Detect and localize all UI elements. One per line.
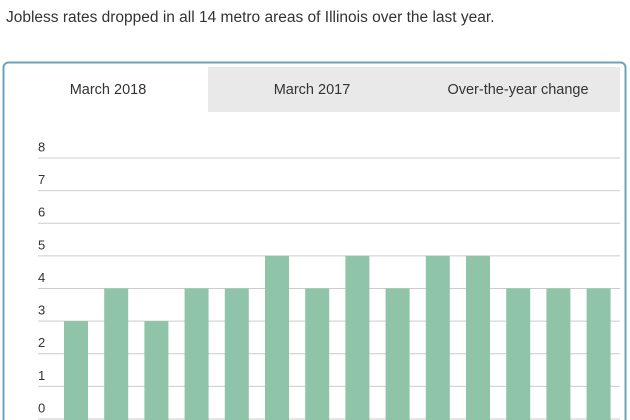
y-tick-label: 6	[38, 205, 45, 220]
bar	[586, 288, 611, 420]
bar	[466, 255, 490, 420]
bar	[546, 288, 571, 420]
bar	[506, 288, 531, 420]
bar	[184, 288, 209, 420]
y-tick-label: 8	[38, 139, 45, 154]
bar	[144, 321, 169, 420]
y-tick-label: 5	[38, 237, 45, 252]
y-tick-label: 2	[38, 335, 45, 350]
y-tick-label: 3	[38, 303, 45, 318]
bar	[64, 321, 88, 420]
bar	[104, 288, 129, 420]
bar	[345, 255, 370, 420]
bar	[425, 255, 450, 420]
tab-label[interactable]: March 2018	[70, 82, 147, 98]
tab-label[interactable]: March 2017	[274, 82, 351, 98]
tab-active[interactable]	[8, 67, 208, 113]
y-tick-label: 1	[38, 368, 45, 383]
bar	[224, 288, 249, 420]
bar	[265, 255, 289, 420]
bar	[385, 288, 410, 420]
y-tick-label: 7	[38, 172, 45, 187]
y-tick-label: 4	[38, 270, 45, 285]
tab-label[interactable]: Over-the-year change	[447, 82, 588, 98]
bar	[305, 288, 330, 420]
chart-title: Jobless rates dropped in all 14 metro ar…	[6, 9, 495, 26]
y-tick-label: 0	[38, 400, 45, 415]
